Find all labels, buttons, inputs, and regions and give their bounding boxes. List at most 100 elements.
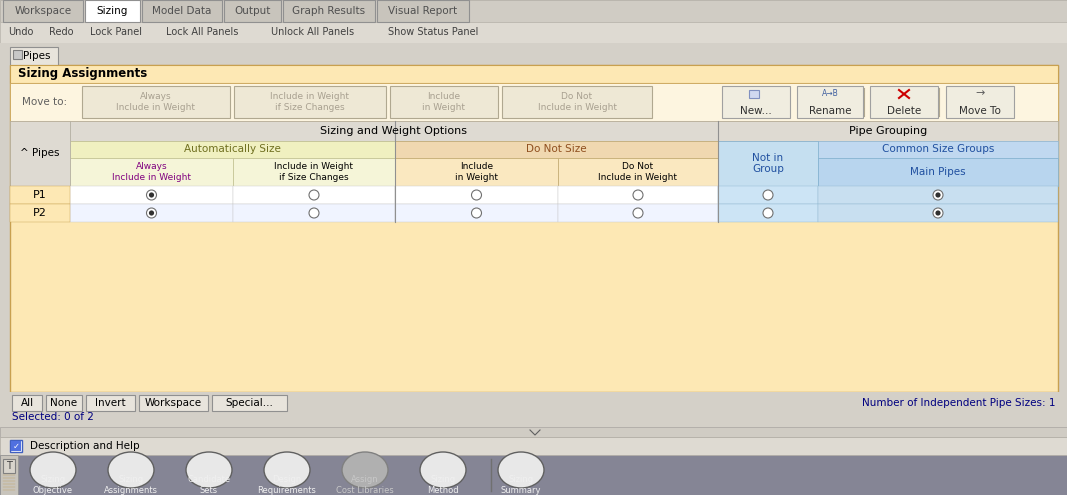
- FancyBboxPatch shape: [818, 158, 1058, 186]
- FancyBboxPatch shape: [0, 427, 1067, 437]
- Text: Do Not
Include in Weight: Do Not Include in Weight: [599, 162, 678, 182]
- Text: Sizing
Summary: Sizing Summary: [500, 475, 541, 495]
- FancyBboxPatch shape: [558, 158, 718, 186]
- FancyBboxPatch shape: [0, 43, 1067, 47]
- FancyBboxPatch shape: [46, 395, 82, 411]
- Text: Visual Report: Visual Report: [388, 6, 458, 16]
- FancyBboxPatch shape: [139, 395, 207, 411]
- Ellipse shape: [30, 452, 76, 488]
- Text: Always
Include in Weight: Always Include in Weight: [112, 162, 191, 182]
- Text: ^ Pipes: ^ Pipes: [20, 148, 60, 158]
- Text: Sizing
Assignments: Sizing Assignments: [103, 475, 158, 495]
- FancyBboxPatch shape: [501, 86, 652, 118]
- FancyBboxPatch shape: [395, 186, 558, 204]
- Text: New...: New...: [740, 106, 771, 116]
- FancyBboxPatch shape: [10, 83, 1058, 121]
- Text: A→B: A→B: [822, 89, 839, 98]
- Text: Show Status Panel: Show Status Panel: [388, 27, 478, 37]
- FancyBboxPatch shape: [70, 121, 718, 141]
- FancyBboxPatch shape: [10, 204, 70, 222]
- Text: Rename: Rename: [809, 106, 851, 116]
- Text: Selected: 0 of 2: Selected: 0 of 2: [12, 412, 94, 422]
- Text: Always
Include in Weight: Always Include in Weight: [116, 92, 195, 112]
- Text: Candidate
Sets: Candidate Sets: [188, 475, 230, 495]
- FancyBboxPatch shape: [234, 86, 386, 118]
- FancyBboxPatch shape: [718, 141, 818, 186]
- Text: Do Not
Include in Weight: Do Not Include in Weight: [538, 92, 617, 112]
- Circle shape: [936, 210, 941, 216]
- Ellipse shape: [343, 452, 388, 488]
- Ellipse shape: [186, 452, 232, 488]
- Text: P2: P2: [33, 208, 47, 218]
- Text: Include in Weight
if Size Changes: Include in Weight if Size Changes: [271, 92, 350, 112]
- FancyBboxPatch shape: [0, 437, 1067, 455]
- Circle shape: [149, 193, 154, 198]
- FancyBboxPatch shape: [870, 86, 938, 118]
- FancyBboxPatch shape: [142, 0, 222, 22]
- Text: Common Size Groups: Common Size Groups: [881, 145, 994, 154]
- FancyBboxPatch shape: [395, 141, 718, 158]
- Text: Invert: Invert: [95, 398, 126, 408]
- FancyBboxPatch shape: [224, 0, 281, 22]
- FancyBboxPatch shape: [377, 0, 469, 22]
- FancyBboxPatch shape: [10, 65, 1058, 392]
- Text: T: T: [6, 461, 12, 471]
- FancyBboxPatch shape: [70, 158, 233, 186]
- FancyBboxPatch shape: [946, 86, 1014, 118]
- Circle shape: [633, 208, 643, 218]
- FancyBboxPatch shape: [70, 186, 233, 204]
- Text: Number of Independent Pipe Sizes: 1: Number of Independent Pipe Sizes: 1: [861, 398, 1055, 408]
- FancyBboxPatch shape: [86, 395, 136, 411]
- Text: Pipes: Pipes: [23, 51, 51, 61]
- Circle shape: [763, 208, 773, 218]
- FancyBboxPatch shape: [749, 90, 759, 98]
- Text: Sizing: Sizing: [97, 6, 128, 16]
- FancyBboxPatch shape: [13, 50, 22, 59]
- FancyBboxPatch shape: [722, 86, 790, 118]
- FancyBboxPatch shape: [718, 186, 818, 204]
- Text: P1: P1: [33, 190, 47, 200]
- Text: Model Data: Model Data: [153, 6, 211, 16]
- FancyBboxPatch shape: [395, 204, 558, 222]
- FancyBboxPatch shape: [10, 121, 70, 186]
- FancyBboxPatch shape: [818, 186, 1058, 204]
- FancyBboxPatch shape: [12, 395, 42, 411]
- FancyBboxPatch shape: [0, 455, 18, 495]
- FancyBboxPatch shape: [10, 47, 58, 65]
- Text: Workspace: Workspace: [145, 398, 202, 408]
- Text: Redo: Redo: [49, 27, 74, 37]
- Text: Do Not Size: Do Not Size: [526, 145, 587, 154]
- FancyBboxPatch shape: [818, 141, 1058, 158]
- Text: Assign
Cost Libraries: Assign Cost Libraries: [336, 475, 394, 495]
- Text: Description and Help: Description and Help: [30, 441, 140, 451]
- Text: Move to:: Move to:: [22, 97, 67, 107]
- FancyBboxPatch shape: [70, 204, 233, 222]
- FancyBboxPatch shape: [233, 186, 395, 204]
- Circle shape: [472, 190, 481, 200]
- FancyBboxPatch shape: [718, 121, 1058, 141]
- Ellipse shape: [498, 452, 544, 488]
- Text: Sizing and Weight Options: Sizing and Weight Options: [320, 126, 467, 136]
- FancyBboxPatch shape: [211, 395, 287, 411]
- Text: Workspace: Workspace: [15, 6, 71, 16]
- FancyBboxPatch shape: [0, 22, 1067, 43]
- Text: Not in
Group: Not in Group: [752, 152, 784, 174]
- Text: →: →: [975, 88, 985, 98]
- FancyBboxPatch shape: [11, 441, 21, 451]
- Circle shape: [309, 190, 319, 200]
- FancyBboxPatch shape: [233, 204, 395, 222]
- FancyBboxPatch shape: [558, 186, 718, 204]
- Text: Delete: Delete: [887, 106, 921, 116]
- Text: Include
in Weight: Include in Weight: [455, 162, 498, 182]
- Text: Lock Panel: Lock Panel: [91, 27, 142, 37]
- Circle shape: [763, 190, 773, 200]
- FancyBboxPatch shape: [70, 141, 395, 158]
- FancyBboxPatch shape: [233, 158, 395, 186]
- Text: Undo: Undo: [7, 27, 33, 37]
- FancyBboxPatch shape: [0, 392, 1067, 395]
- Text: Include
in Weight: Include in Weight: [423, 92, 465, 112]
- Text: Graph Results: Graph Results: [292, 6, 366, 16]
- FancyBboxPatch shape: [82, 86, 230, 118]
- Ellipse shape: [420, 452, 466, 488]
- FancyBboxPatch shape: [0, 0, 1067, 22]
